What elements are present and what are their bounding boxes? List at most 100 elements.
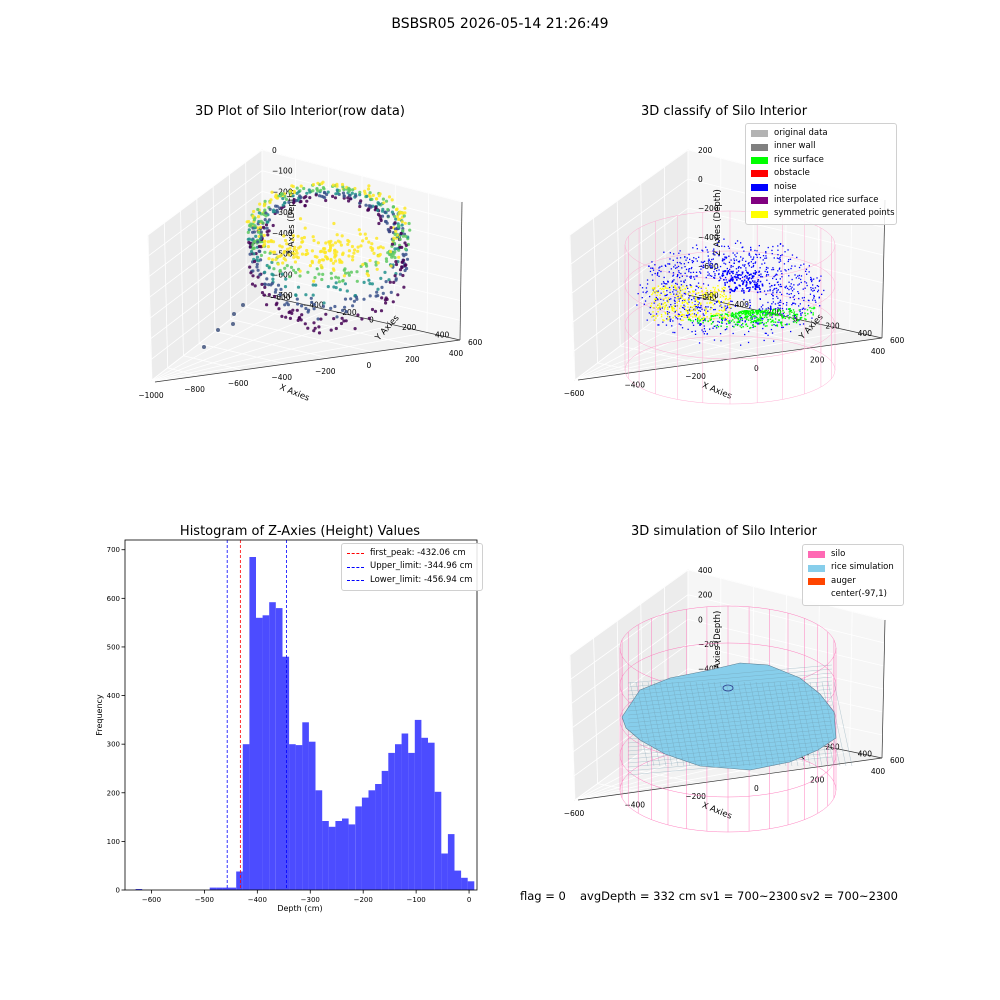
- cls-noise-point: [738, 284, 741, 287]
- cls-rice-point: [702, 322, 704, 324]
- cls-symmetric-point: [680, 319, 682, 321]
- raw-grid-y: [154, 332, 428, 383]
- cls-noise-point: [777, 289, 779, 291]
- cls-noise-point: [719, 265, 722, 268]
- cls-rice-point: [753, 320, 755, 322]
- cls-rice-point: [798, 309, 801, 311]
- histogram-legend: first_peak: -432.06 cm Upper_limit: -344.…: [341, 543, 483, 592]
- cls-noise-point: [718, 321, 721, 323]
- raw-point: [342, 194, 346, 198]
- cls-rice-point: [761, 320, 763, 322]
- cls-rice-point: [738, 315, 741, 318]
- histogram-ytick-label: 200: [107, 789, 120, 797]
- raw-point: [376, 246, 380, 250]
- cls-symmetric-point: [690, 314, 692, 316]
- cls-symmetric-point: [721, 287, 723, 290]
- cls-noise-point: [749, 282, 752, 285]
- raw-point: [304, 195, 308, 199]
- cls-noise-point: [690, 277, 692, 279]
- cls-rice-point: [746, 325, 749, 327]
- raw-point: [304, 252, 308, 257]
- cls-noise-point: [811, 317, 813, 319]
- cls-rice-point: [692, 320, 694, 322]
- raw-point: [359, 244, 363, 248]
- sim-xtick: 200: [810, 775, 825, 784]
- cls-noise-point: [791, 278, 793, 281]
- raw-point: [271, 277, 275, 281]
- cls-noise-point: [811, 279, 813, 281]
- histogram-bar: [262, 615, 270, 890]
- cls-noise-point: [662, 321, 664, 323]
- cls-rice-point: [721, 318, 724, 320]
- cls-noise-point: [727, 245, 729, 247]
- raw-point: [267, 257, 271, 261]
- cls-noise-point: [751, 280, 754, 282]
- raw-point: [247, 228, 251, 232]
- cls-noise-point: [746, 282, 748, 284]
- cls-noise-point: [761, 276, 764, 278]
- cls-symmetric-point: [699, 315, 701, 317]
- raw-point: [396, 217, 401, 221]
- cls-symmetric-point: [704, 296, 706, 298]
- raw-point: [313, 276, 317, 280]
- raw-grid-y: [426, 193, 430, 333]
- raw-point: [259, 253, 263, 257]
- cls-noise-point: [813, 289, 815, 291]
- cls-symmetric-point: [659, 306, 662, 309]
- raw-point: [358, 232, 362, 236]
- cls-noise-point: [730, 278, 732, 281]
- cls-noise-point: [765, 252, 767, 254]
- cls-symmetric-point: [702, 296, 704, 298]
- cls-symmetric-point: [705, 312, 707, 315]
- cls-noise-point: [759, 267, 761, 269]
- cls-noise-point: [718, 272, 720, 275]
- raw-point: [296, 302, 300, 306]
- raw-point: [400, 265, 404, 270]
- cls-rice-point: [813, 306, 815, 309]
- cls-symmetric-point: [727, 304, 729, 306]
- raw-point: [358, 204, 362, 209]
- cls-rice-point: [778, 309, 780, 312]
- cls-noise-point: [781, 326, 783, 329]
- raw-point: [293, 190, 297, 195]
- histogram-ylabel: Frequency: [95, 694, 104, 736]
- raw-point: [343, 267, 347, 271]
- cls-noise-point: [683, 292, 685, 294]
- cls-noise-point: [803, 296, 805, 299]
- cls-symmetric-point: [691, 313, 694, 315]
- sim-mesh-line: [671, 681, 691, 767]
- cls-symmetric-point: [699, 303, 702, 306]
- cls-noise-point: [754, 270, 756, 272]
- cls-noise-point: [704, 309, 706, 311]
- cls-noise-point: [747, 341, 750, 344]
- cls-rice-point: [764, 314, 766, 316]
- cls-symmetric-point: [697, 292, 700, 294]
- raw-point: [311, 235, 315, 239]
- cls-symmetric-point: [686, 302, 688, 304]
- cls-noise-point: [746, 275, 748, 277]
- cls-symmetric-point: [700, 286, 702, 288]
- cls-symmetric-point: [663, 288, 665, 290]
- cls-rice-point: [714, 314, 717, 317]
- cls-noise-point: [762, 304, 764, 306]
- cls-noise-point: [650, 267, 652, 269]
- histogram-ytick-label: 700: [107, 546, 120, 554]
- cls-noise-point: [754, 261, 757, 263]
- cls-rice-point: [782, 309, 784, 312]
- histogram-bar: [315, 790, 323, 890]
- raw-point: [335, 315, 339, 319]
- cls-noise-point: [639, 284, 641, 286]
- raw-point: [259, 230, 263, 234]
- raw-point: [387, 195, 392, 199]
- raw-point: [332, 285, 336, 289]
- cls-noise-point: [804, 281, 806, 283]
- sim-mesh-line: [627, 696, 833, 716]
- cls-noise-point: [728, 247, 730, 249]
- raw-point: [276, 262, 280, 266]
- cls-symmetric-point: [651, 287, 654, 290]
- cls-noise-point: [730, 288, 733, 291]
- cls-noise-point: [780, 285, 783, 288]
- cls-noise-point: [660, 298, 662, 300]
- cls-rice-point: [757, 310, 759, 312]
- cls-symmetric-point: [672, 316, 674, 319]
